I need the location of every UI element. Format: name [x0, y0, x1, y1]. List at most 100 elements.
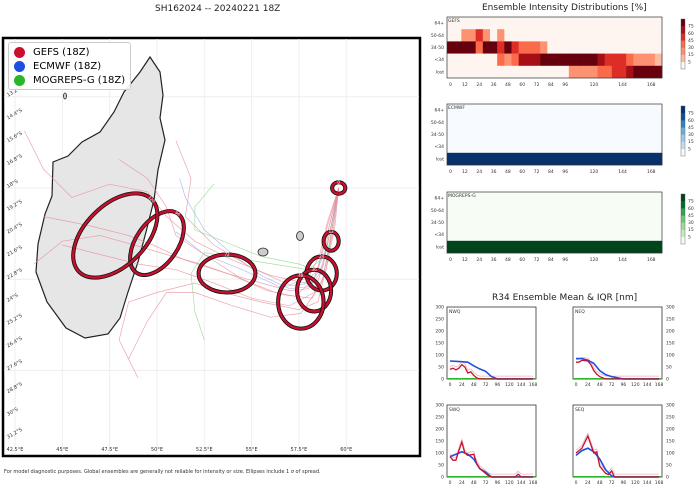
heatmap-x-tick: 96 — [562, 257, 568, 263]
heatmap-row-label: <34 — [435, 144, 445, 150]
r34-x-tick: 24 — [585, 382, 591, 388]
heatmap-cell — [482, 53, 491, 66]
colorbar-segment — [681, 113, 685, 121]
lon-tick-label: 57.5°E — [291, 447, 308, 453]
gefs-r34-mean-line — [575, 434, 660, 478]
heatmap-row-label: 50-64 — [431, 208, 444, 214]
heatmap-x-tick: 12 — [462, 82, 468, 88]
heatmap-cell — [647, 65, 656, 79]
r34-y-tick: 300 — [666, 305, 675, 311]
heatmap-cell — [576, 53, 584, 66]
lat-tick-label: 24°S — [6, 293, 19, 304]
heatmap-cell — [597, 41, 605, 54]
heatmap-cell — [647, 53, 656, 66]
heatmap-cell — [576, 65, 584, 79]
heatmap-cell — [583, 41, 591, 54]
heatmap-cell — [497, 53, 505, 66]
heatmap-x-tick: 168 — [647, 169, 656, 175]
r34-x-tick: 120 — [631, 480, 640, 486]
heatmap-cell — [626, 53, 634, 66]
legend-gefs: GEFS (18Z) — [14, 45, 125, 59]
heatmap-x-tick: 24 — [476, 82, 482, 88]
r34-panel-frame — [572, 306, 663, 380]
heatmap-cell — [504, 53, 512, 66]
heatmap-x-tick: 84 — [548, 82, 554, 88]
heatmap-cell — [540, 53, 548, 66]
heatmap-cell — [533, 17, 541, 30]
heatmap-cell — [461, 53, 469, 66]
ellipse-hour-label: 24 — [319, 254, 325, 259]
heatmap-cell — [554, 17, 562, 30]
colorbar-tick: 5 — [688, 59, 691, 65]
heatmap-cell — [525, 53, 534, 66]
r34-quadrant-label: SWQ — [449, 407, 460, 413]
colorbar-segment — [681, 148, 685, 157]
heatmap-cell — [590, 17, 598, 30]
r34-x-tick: 144 — [517, 480, 526, 486]
heatmap-cell — [561, 41, 570, 54]
heatmap-frame — [446, 16, 663, 79]
heatmap-cell — [633, 53, 641, 66]
heatmap-cell — [561, 53, 570, 66]
heatmap-cell — [525, 17, 534, 30]
r34-y-tick: 150 — [666, 341, 675, 347]
heatmap-cell — [590, 29, 598, 42]
ellipse-ring — [72, 192, 159, 279]
heatmap-cell — [568, 29, 577, 42]
r34-title: R34 Ensemble Mean & IQR [nm] — [492, 293, 638, 303]
legend-ecmwf: ECMWF (18Z) — [14, 59, 125, 73]
r34-y-tick: 0 — [441, 377, 444, 383]
legend-label: MOGREPS-G (18Z) — [33, 74, 126, 86]
gefs-track — [118, 159, 340, 299]
heatmap-cell — [454, 41, 462, 54]
heatmap-cell — [583, 29, 591, 42]
r34-x-tick: 48 — [597, 480, 603, 486]
heatmap-cell — [490, 17, 498, 30]
heatmap-cell — [619, 65, 627, 79]
heatmap-x-tick: 72 — [534, 82, 540, 88]
heatmap-x-tick: 48 — [505, 82, 511, 88]
colorbar-segment — [681, 208, 685, 216]
ellipse-hour-label: 120 — [147, 195, 156, 204]
r34-y-tick: 300 — [666, 403, 675, 409]
ellipse-hour-label: 96 — [174, 210, 181, 217]
heatmap-cell — [568, 41, 577, 54]
heatmap-cell — [475, 41, 484, 54]
heatmap-cell — [654, 41, 663, 54]
heatmap-row-label: 34-50 — [431, 220, 444, 226]
heatmap-cell — [619, 53, 627, 66]
heatmap-cell — [447, 240, 663, 254]
heatmap-cell — [561, 29, 570, 42]
heatmap-cell — [525, 29, 534, 42]
heatmap-cell — [504, 29, 512, 42]
heatmap-cell — [475, 53, 484, 66]
r34-x-tick: 168 — [655, 480, 664, 486]
heatmap-x-tick: 84 — [548, 169, 554, 175]
lon-tick-label: 50°E — [151, 447, 163, 453]
heatmap-x-tick: 168 — [647, 257, 656, 263]
r34-x-tick: 168 — [529, 382, 538, 388]
r34-x-tick: 24 — [585, 480, 591, 486]
r34-x-tick: 72 — [483, 382, 489, 388]
heatmap-frame — [446, 103, 663, 166]
heatmap-x-tick: 96 — [562, 82, 568, 88]
heatmap-cell — [447, 228, 663, 241]
heatmap-row-label: <34 — [435, 232, 445, 238]
mauritius-island — [296, 231, 304, 241]
heatmap-cell — [547, 41, 555, 54]
r34-y-tick: 250 — [435, 317, 444, 323]
heatmap-cell — [561, 65, 570, 79]
r34-x-tick: 0 — [449, 480, 452, 486]
colorbar-segment — [681, 215, 685, 223]
heatmap-cell — [626, 29, 634, 42]
heatmap-cell — [447, 41, 455, 54]
heatmap-cell — [640, 29, 648, 42]
heatmap-cell — [540, 65, 548, 79]
colorbar-segment — [681, 134, 685, 142]
lon-tick-label: 47.5°E — [101, 447, 118, 453]
heatmap-cell — [611, 41, 620, 54]
r34-y-tick: 150 — [435, 341, 444, 347]
heatmap-cell — [540, 29, 548, 42]
heatmap-cell — [518, 29, 527, 42]
gefs-r34-mean-line — [576, 359, 660, 380]
